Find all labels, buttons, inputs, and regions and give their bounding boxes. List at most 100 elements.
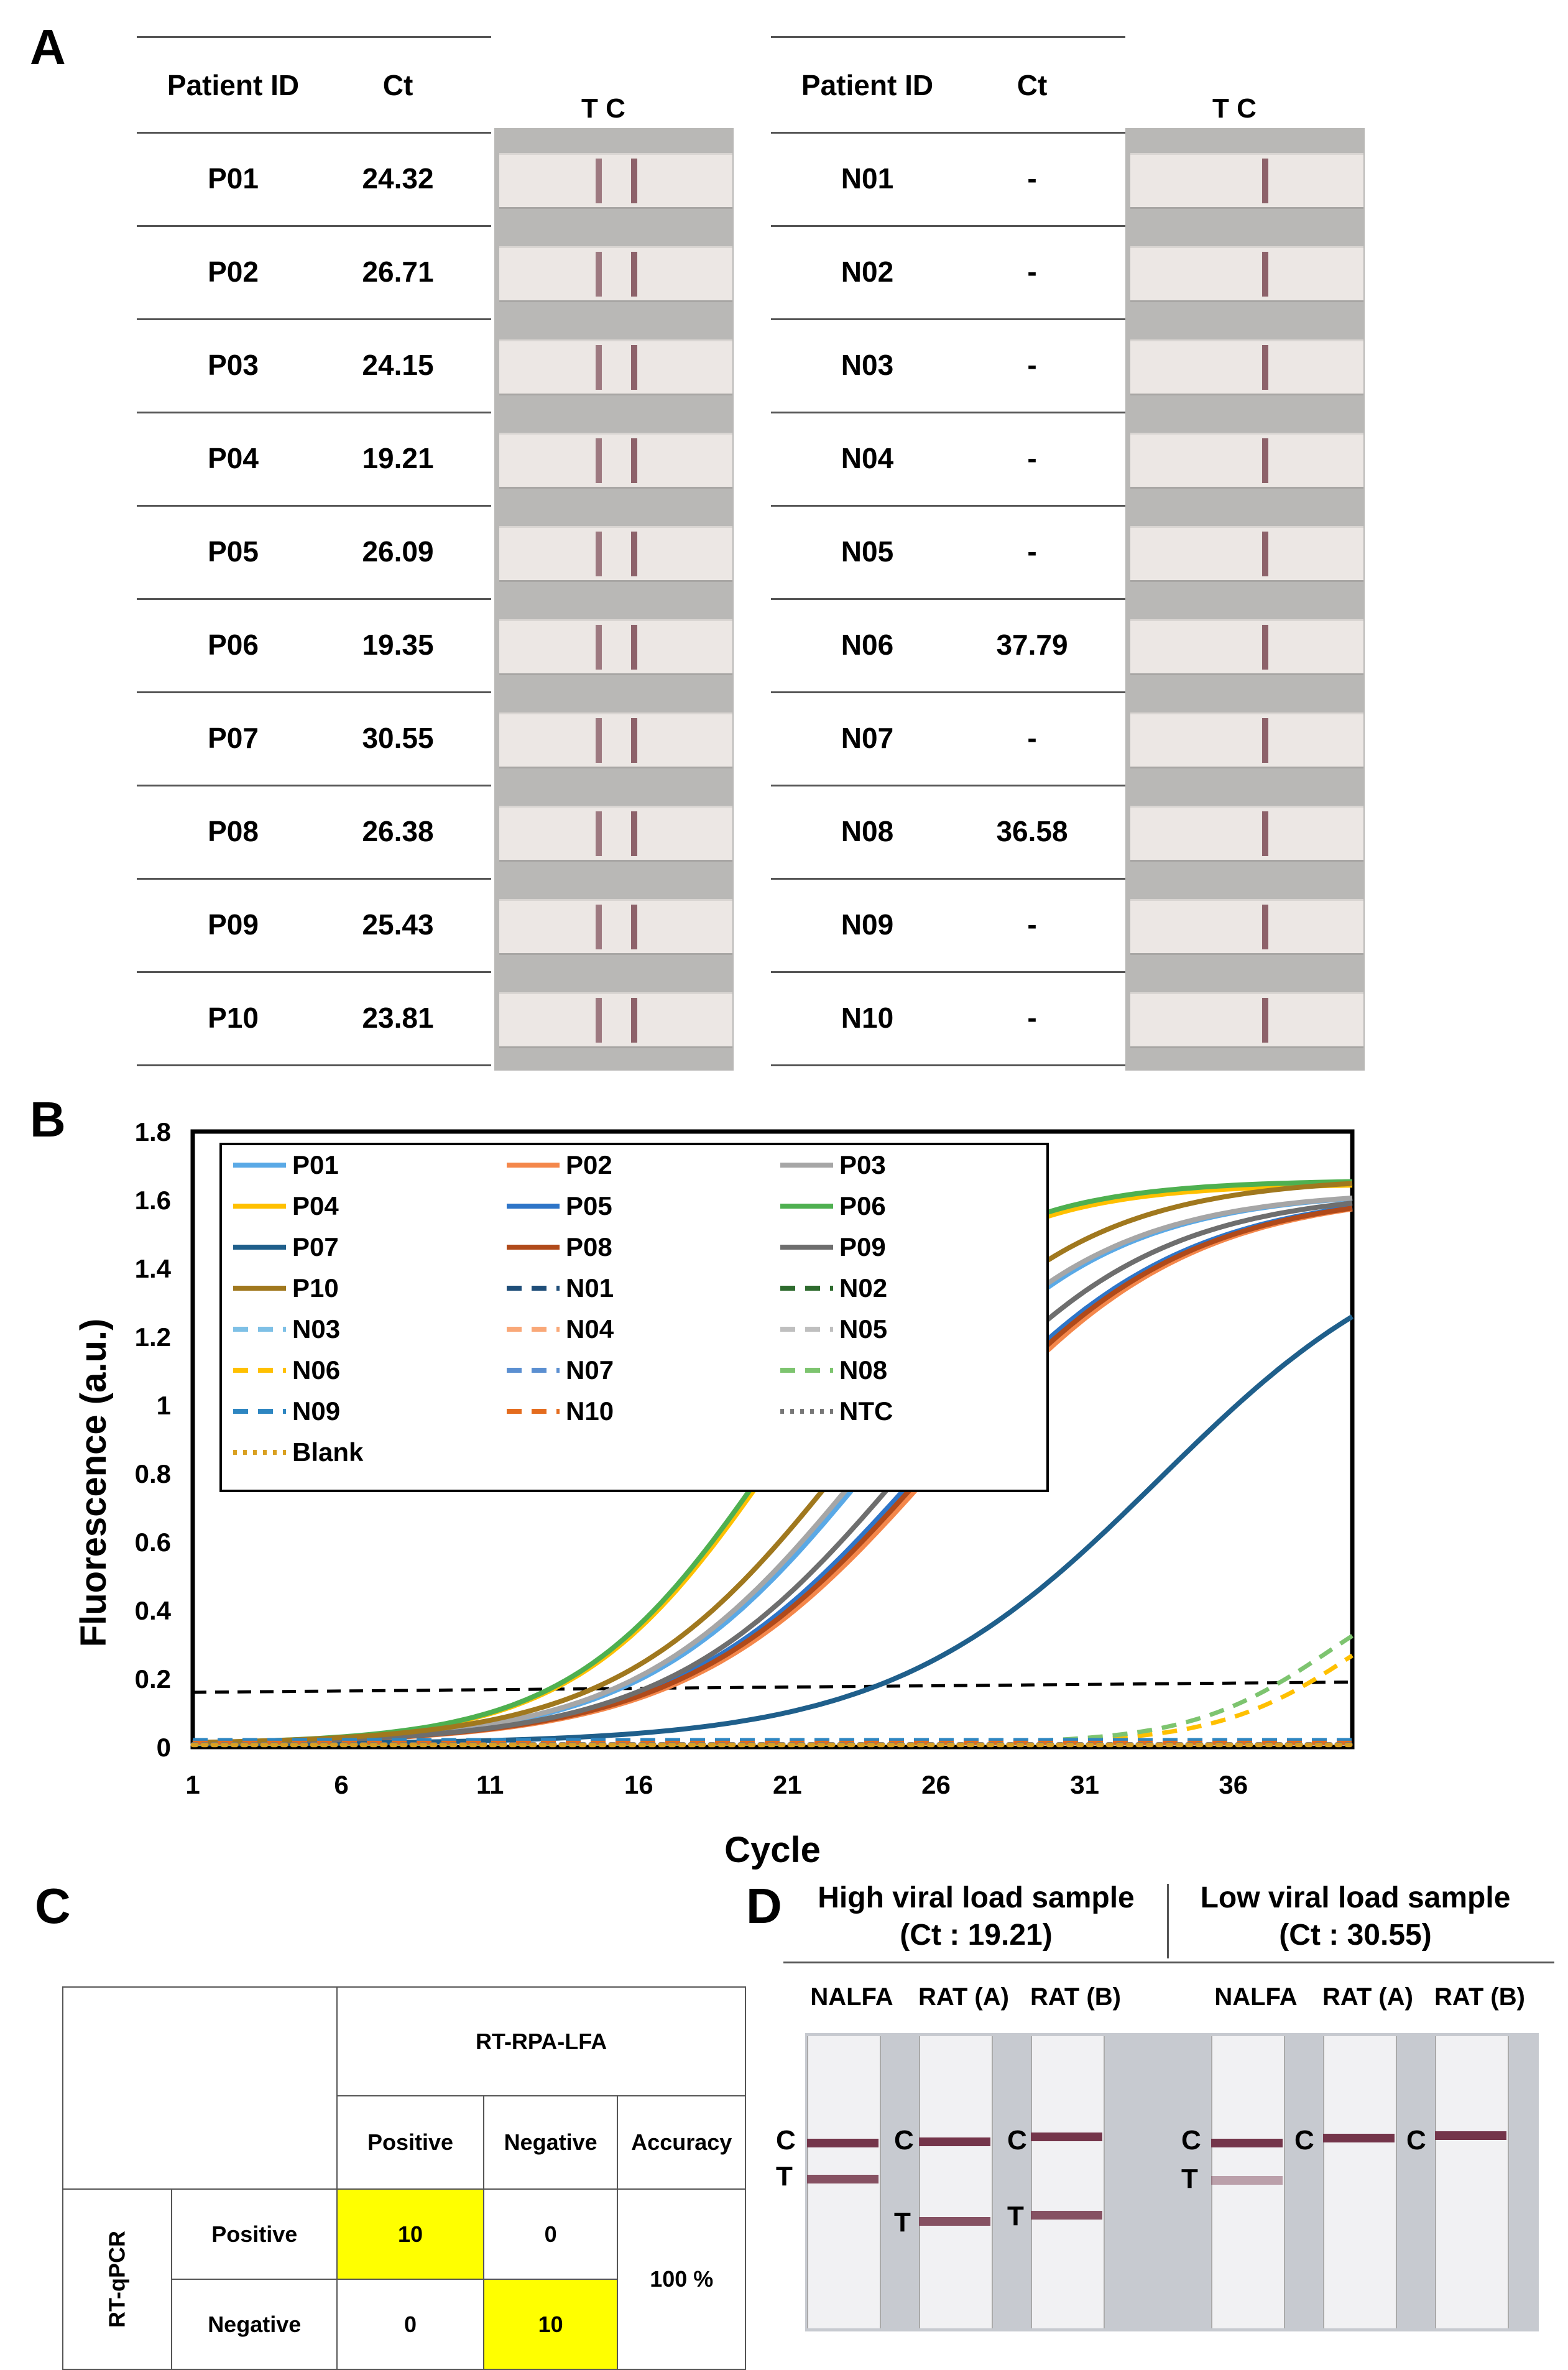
ct-value: 24.15 bbox=[362, 349, 434, 381]
negative_rows-strip-header: T C bbox=[1212, 93, 1257, 124]
patient-id: N09 bbox=[841, 908, 894, 941]
y-tick-label: 1.4 bbox=[135, 1254, 172, 1283]
y-tick-label: 1.6 bbox=[135, 1186, 171, 1215]
ct-value: - bbox=[1027, 256, 1037, 288]
panel-d-divider-horizontal bbox=[783, 1962, 1554, 1963]
lfa-strip bbox=[499, 992, 732, 1048]
x-tick-label: 21 bbox=[773, 1770, 802, 1799]
strip-label: RAT (B) bbox=[1434, 1983, 1525, 2011]
patient-id: N04 bbox=[841, 442, 894, 474]
strip-label: RAT (A) bbox=[1322, 1983, 1413, 2011]
lfa-strip bbox=[1130, 433, 1363, 489]
table-row-rule bbox=[771, 225, 1125, 227]
lfa-strip bbox=[499, 899, 732, 955]
col-negative-header: Negative bbox=[482, 2095, 619, 2190]
lfa-strip bbox=[1130, 899, 1363, 955]
lfa-strip bbox=[1323, 2036, 1397, 2328]
legend-label: N09 bbox=[292, 1396, 340, 1426]
ct-value: 24.32 bbox=[362, 162, 434, 195]
y-tick-label: 1.8 bbox=[135, 1117, 171, 1146]
positive_rows-top-rule bbox=[137, 36, 491, 38]
strip-label: RAT (B) bbox=[1030, 1983, 1121, 2011]
ct-value: - bbox=[1027, 535, 1037, 568]
control-line bbox=[631, 811, 637, 856]
control-line bbox=[1031, 2133, 1102, 2141]
patient-id: N02 bbox=[841, 256, 894, 288]
cell-neg-neg: 10 bbox=[482, 2279, 619, 2370]
test-line bbox=[596, 998, 602, 1043]
table-row-rule bbox=[771, 132, 1125, 134]
patient-id: N06 bbox=[841, 629, 894, 661]
test-label: T bbox=[1181, 2164, 1198, 2194]
lfa-strip bbox=[499, 526, 732, 582]
table-row-rule bbox=[771, 691, 1125, 693]
table-row-rule bbox=[137, 878, 491, 880]
table-row-rule bbox=[137, 132, 491, 134]
control-line bbox=[1262, 905, 1268, 949]
control-line bbox=[631, 252, 637, 297]
confusion-table: RT-RPA-LFA Positive Negative Accuracy RT… bbox=[62, 1986, 746, 2370]
patient-id: N05 bbox=[841, 535, 894, 568]
lfa-strip bbox=[499, 806, 732, 862]
x-tick-label: 36 bbox=[1219, 1770, 1248, 1799]
low-viral-title: Low viral load sample bbox=[1200, 1881, 1511, 1914]
series-line-p10 bbox=[192, 1181, 1353, 1745]
lfa-strip bbox=[499, 246, 732, 302]
lfa-strip bbox=[1435, 2036, 1509, 2328]
test-label: T bbox=[776, 2161, 793, 2192]
lfa-strip bbox=[499, 153, 732, 209]
control-line bbox=[1262, 159, 1268, 203]
lfa-strip bbox=[919, 2036, 993, 2328]
y-tick-label: 0.2 bbox=[135, 1664, 171, 1694]
test-line bbox=[919, 2217, 990, 2226]
control-line bbox=[1262, 345, 1268, 390]
table-row-rule bbox=[771, 505, 1125, 507]
lfa-strip bbox=[499, 433, 732, 489]
y-tick-label: 0.6 bbox=[135, 1528, 171, 1557]
strip-label: NALFA bbox=[1214, 1983, 1298, 2011]
patient-id: P10 bbox=[208, 1002, 259, 1034]
panel-letter-d: D bbox=[746, 1878, 782, 1934]
patient-id: N03 bbox=[841, 349, 894, 381]
lfa-strip bbox=[1031, 2036, 1105, 2328]
patient-id: N01 bbox=[841, 162, 894, 195]
table-row-rule bbox=[137, 412, 491, 413]
control-label: C bbox=[776, 2125, 796, 2156]
negative_rows-strip-image bbox=[1125, 128, 1365, 1071]
rt-qpcr-row-header: RT-qPCR bbox=[62, 2188, 173, 2370]
legend-label: N02 bbox=[839, 1273, 887, 1303]
table-corner bbox=[62, 1986, 338, 2190]
legend-label: N06 bbox=[292, 1355, 340, 1385]
panel-letter-a: A bbox=[30, 19, 66, 75]
patient-id: P02 bbox=[208, 256, 259, 288]
patient-id: P09 bbox=[208, 908, 259, 941]
legend-box bbox=[219, 1143, 1049, 1492]
rt-qpcr-label: RT-qPCR bbox=[104, 2231, 130, 2328]
positive_rows-bottom-rule bbox=[137, 1064, 491, 1066]
control-line bbox=[631, 159, 637, 203]
control-line bbox=[1262, 998, 1268, 1043]
test-line bbox=[596, 438, 602, 483]
legend-label: Blank bbox=[292, 1437, 364, 1467]
legend-label: P09 bbox=[839, 1232, 886, 1261]
legend-label: P08 bbox=[566, 1232, 612, 1261]
ct-value: 26.71 bbox=[362, 256, 434, 288]
patient-id: P03 bbox=[208, 349, 259, 381]
lfa-strip bbox=[499, 712, 732, 768]
ct-value: 30.55 bbox=[362, 722, 434, 754]
x-tick-label: 1 bbox=[185, 1770, 200, 1799]
ct-value: - bbox=[1027, 349, 1037, 381]
positive_rows-header-patient: Patient ID bbox=[167, 69, 300, 101]
series-line-p09 bbox=[192, 1201, 1353, 1746]
patient-id: P07 bbox=[208, 722, 259, 754]
y-tick-label: 1 bbox=[157, 1391, 171, 1420]
control-line bbox=[1262, 438, 1268, 483]
low-viral-ct: (Ct : 30.55) bbox=[1279, 1919, 1432, 1952]
lfa-strip bbox=[1130, 619, 1363, 675]
table-row-rule bbox=[771, 598, 1125, 600]
panel-letter-b: B bbox=[30, 1092, 66, 1147]
legend-label: P07 bbox=[292, 1232, 339, 1261]
lfa-strip bbox=[1211, 2036, 1285, 2328]
test-line bbox=[596, 252, 602, 297]
row-positive-header: Positive bbox=[171, 2188, 338, 2280]
